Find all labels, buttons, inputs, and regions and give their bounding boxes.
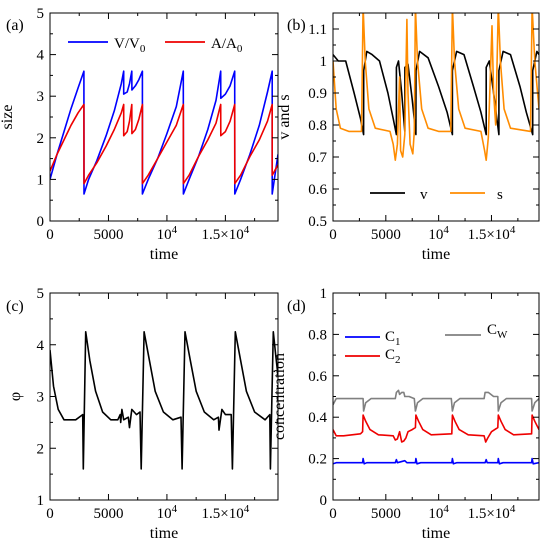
y-axis-label: v and s bbox=[276, 94, 293, 139]
y-tick-label: 0.2 bbox=[308, 452, 327, 468]
y-tick-label: 2 bbox=[37, 441, 45, 457]
y-tick-label: 0.8 bbox=[308, 118, 327, 134]
y-axis-label: size bbox=[0, 105, 16, 130]
y-axis-label: concentration bbox=[271, 353, 288, 440]
legend-label: CW bbox=[487, 322, 508, 341]
legend-label: s bbox=[497, 187, 503, 203]
x-tick-label: 104 bbox=[428, 224, 449, 243]
x-tick-label: 1.5×104 bbox=[468, 224, 516, 243]
panel-label: (c) bbox=[6, 298, 24, 315]
x-tick-label: 0 bbox=[329, 227, 337, 243]
y-tick-label: 0.5 bbox=[308, 214, 327, 230]
x-tick-label: 5000 bbox=[93, 227, 123, 243]
y-axis-label: φ bbox=[7, 392, 24, 401]
y-tick-label: 1 bbox=[37, 172, 45, 188]
y-tick-label: 1 bbox=[37, 493, 45, 509]
legend-label: A/A0 bbox=[211, 36, 243, 55]
y-tick-label: 1 bbox=[320, 54, 328, 70]
series-line-c2 bbox=[333, 414, 539, 443]
x-axis-label: time bbox=[422, 525, 450, 542]
panel-label: (a) bbox=[6, 17, 24, 34]
y-tick-label: 5 bbox=[37, 286, 45, 302]
y-tick-label: 2 bbox=[37, 131, 45, 147]
y-tick-label: 1.1 bbox=[308, 22, 327, 38]
x-tick-label: 104 bbox=[157, 503, 178, 522]
legend-label: C2 bbox=[385, 347, 401, 366]
x-tick-label: 0 bbox=[46, 227, 54, 243]
series-line-aa0 bbox=[50, 103, 278, 185]
x-tick-label: 0 bbox=[46, 506, 54, 522]
y-tick-label: 0 bbox=[320, 493, 328, 509]
y-tick-label: 0.4 bbox=[308, 410, 327, 426]
panel-label: (b) bbox=[287, 17, 306, 34]
legend-label: v bbox=[420, 187, 428, 203]
panel-label: (d) bbox=[287, 298, 306, 315]
x-axis-label: time bbox=[150, 246, 178, 263]
x-tick-label: 5000 bbox=[371, 227, 401, 243]
series-line-cw bbox=[333, 389, 539, 412]
x-tick-label: 1.5×104 bbox=[202, 503, 250, 522]
y-tick-label: 1 bbox=[320, 286, 328, 302]
chart-c: 0 5000 104 1.5×104 1 2 3 4 5 time φ (c) bbox=[6, 286, 279, 542]
x-tick-label: 1.5×104 bbox=[468, 503, 516, 522]
plot-frame bbox=[332, 12, 540, 222]
x-tick-label: 0 bbox=[329, 506, 337, 522]
y-tick-label: 0.9 bbox=[308, 86, 327, 102]
y-tick-label: 3 bbox=[37, 390, 45, 406]
x-tick-label: 1.5×104 bbox=[202, 224, 250, 243]
chart-d: 0 5000 104 1.5×104 0 0.2 0.4 0.6 0.8 1 time concent… bbox=[271, 286, 540, 542]
x-axis-label: time bbox=[422, 246, 450, 263]
x-tick-label: 104 bbox=[428, 503, 449, 522]
series-line-c1 bbox=[333, 457, 539, 465]
chart-b: 0 5000 104 1.5×104 0.5 0.6 0.7 0.8 0.9 1 1.1 time v … bbox=[276, 12, 540, 263]
y-tick-label: 0.7 bbox=[308, 150, 327, 166]
plot-frame bbox=[332, 292, 540, 501]
y-tick-label: 0.6 bbox=[308, 369, 327, 385]
x-tick-label: 5000 bbox=[371, 506, 401, 522]
y-tick-label: 5 bbox=[37, 6, 45, 22]
series-line-phi bbox=[50, 331, 278, 470]
y-tick-label: 4 bbox=[37, 48, 45, 64]
y-tick-label: 0 bbox=[37, 214, 45, 230]
x-tick-label: 5000 bbox=[93, 506, 123, 522]
y-tick-label: 0.6 bbox=[308, 182, 327, 198]
legend-label: V/V0 bbox=[114, 36, 146, 55]
x-axis-label: time bbox=[150, 525, 178, 542]
series-line-s bbox=[333, 13, 539, 161]
legend-label: C1 bbox=[385, 329, 401, 348]
y-tick-label: 4 bbox=[37, 338, 45, 354]
y-tick-label: 3 bbox=[37, 89, 45, 105]
chart-a: 0 5000 104 1.5×104 0 1 2 3 4 5 time size (a) V/V0 A/A0 bbox=[0, 6, 279, 263]
y-tick-label: 0.8 bbox=[308, 327, 327, 343]
x-tick-label: 104 bbox=[157, 224, 178, 243]
